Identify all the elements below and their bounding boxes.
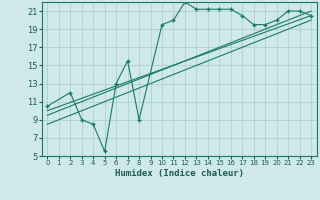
X-axis label: Humidex (Indice chaleur): Humidex (Indice chaleur) bbox=[115, 169, 244, 178]
